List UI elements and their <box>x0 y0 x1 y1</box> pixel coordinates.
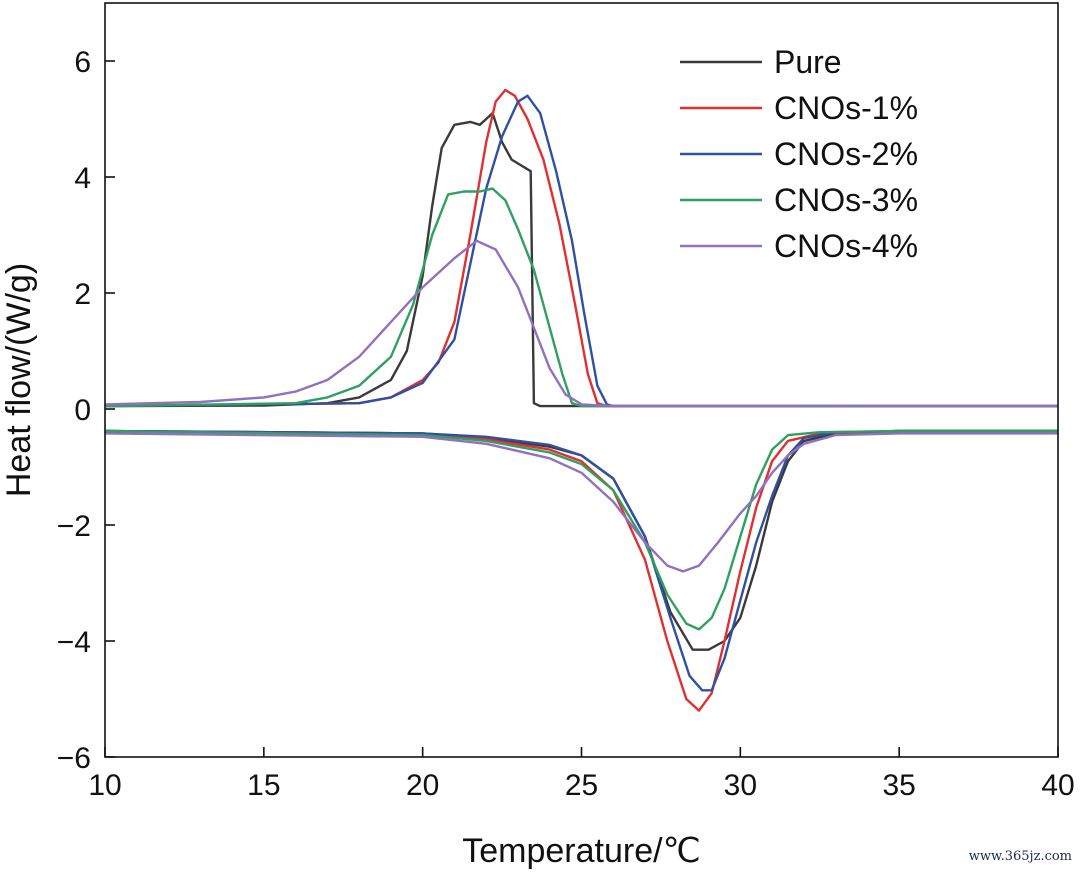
y-axis-title: Heat flow/(W/g) <box>0 263 38 497</box>
legend-label: CNOs-4% <box>774 228 918 264</box>
y-tick-label: −2 <box>57 510 91 543</box>
legend: Pure CNOs-1% CNOs-2% CNOs-3% CNOs-4% <box>680 44 918 264</box>
x-tick-label: 20 <box>406 769 439 802</box>
series-curves <box>104 88 1058 712</box>
y-tick-label: 0 <box>74 394 91 427</box>
x-tick-label: 40 <box>1041 769 1074 802</box>
x-tick-label: 30 <box>724 769 757 802</box>
legend-label: CNOs-2% <box>774 136 918 172</box>
legend-label: Pure <box>774 44 842 80</box>
series-line-pure-cooling <box>104 429 1058 651</box>
tick-marks: 10 15 20 25 30 35 40 −6 −4 −2 0 2 4 6 <box>57 46 1075 802</box>
y-tick-label: 6 <box>74 46 91 79</box>
y-tick-label: −6 <box>57 742 91 775</box>
x-axis-title: Temperature/℃ <box>462 832 701 870</box>
x-tick-label: 15 <box>247 769 280 802</box>
y-tick-label: −4 <box>57 626 91 659</box>
x-tick-label: 10 <box>88 769 121 802</box>
series-line-cnos-1-heating <box>104 88 1058 408</box>
series-line-cnos-1-cooling <box>104 429 1058 712</box>
series-line-cnos-2-cooling <box>104 429 1058 692</box>
series-line-cnos-3-cooling <box>104 429 1058 631</box>
legend-label: CNOs-1% <box>774 90 918 126</box>
y-tick-label: 4 <box>74 162 91 195</box>
legend-label: CNOs-3% <box>774 182 918 218</box>
x-tick-label: 25 <box>565 769 598 802</box>
x-tick-label: 35 <box>882 769 915 802</box>
y-tick-label: 2 <box>74 278 91 311</box>
series-line-pure-heating <box>104 112 1058 408</box>
series-line-cnos-4-heating <box>104 239 1058 408</box>
series-line-cnos-2-heating <box>104 94 1058 408</box>
watermark: www.365jz.com <box>968 849 1072 864</box>
series-line-cnos-3-heating <box>104 187 1058 408</box>
series-line-cnos-4-cooling <box>104 432 1058 573</box>
